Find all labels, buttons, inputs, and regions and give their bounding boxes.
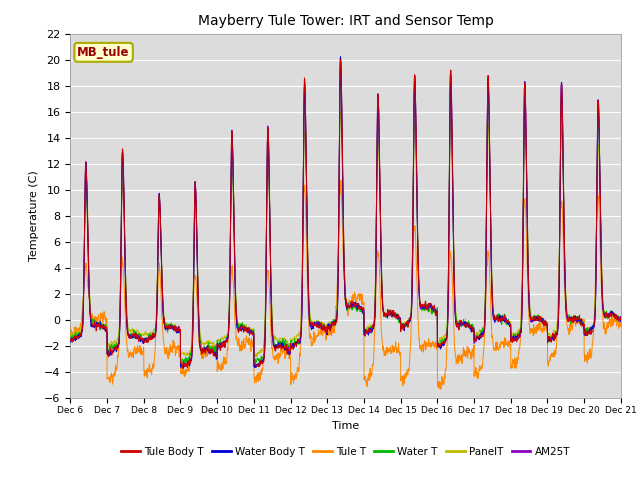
X-axis label: Time: Time	[332, 420, 359, 431]
Text: MB_tule: MB_tule	[77, 46, 130, 59]
Legend: Tule Body T, Water Body T, Tule T, Water T, PanelT, AM25T: Tule Body T, Water Body T, Tule T, Water…	[117, 443, 574, 461]
Title: Mayberry Tule Tower: IRT and Sensor Temp: Mayberry Tule Tower: IRT and Sensor Temp	[198, 14, 493, 28]
Y-axis label: Temperature (C): Temperature (C)	[29, 170, 38, 262]
